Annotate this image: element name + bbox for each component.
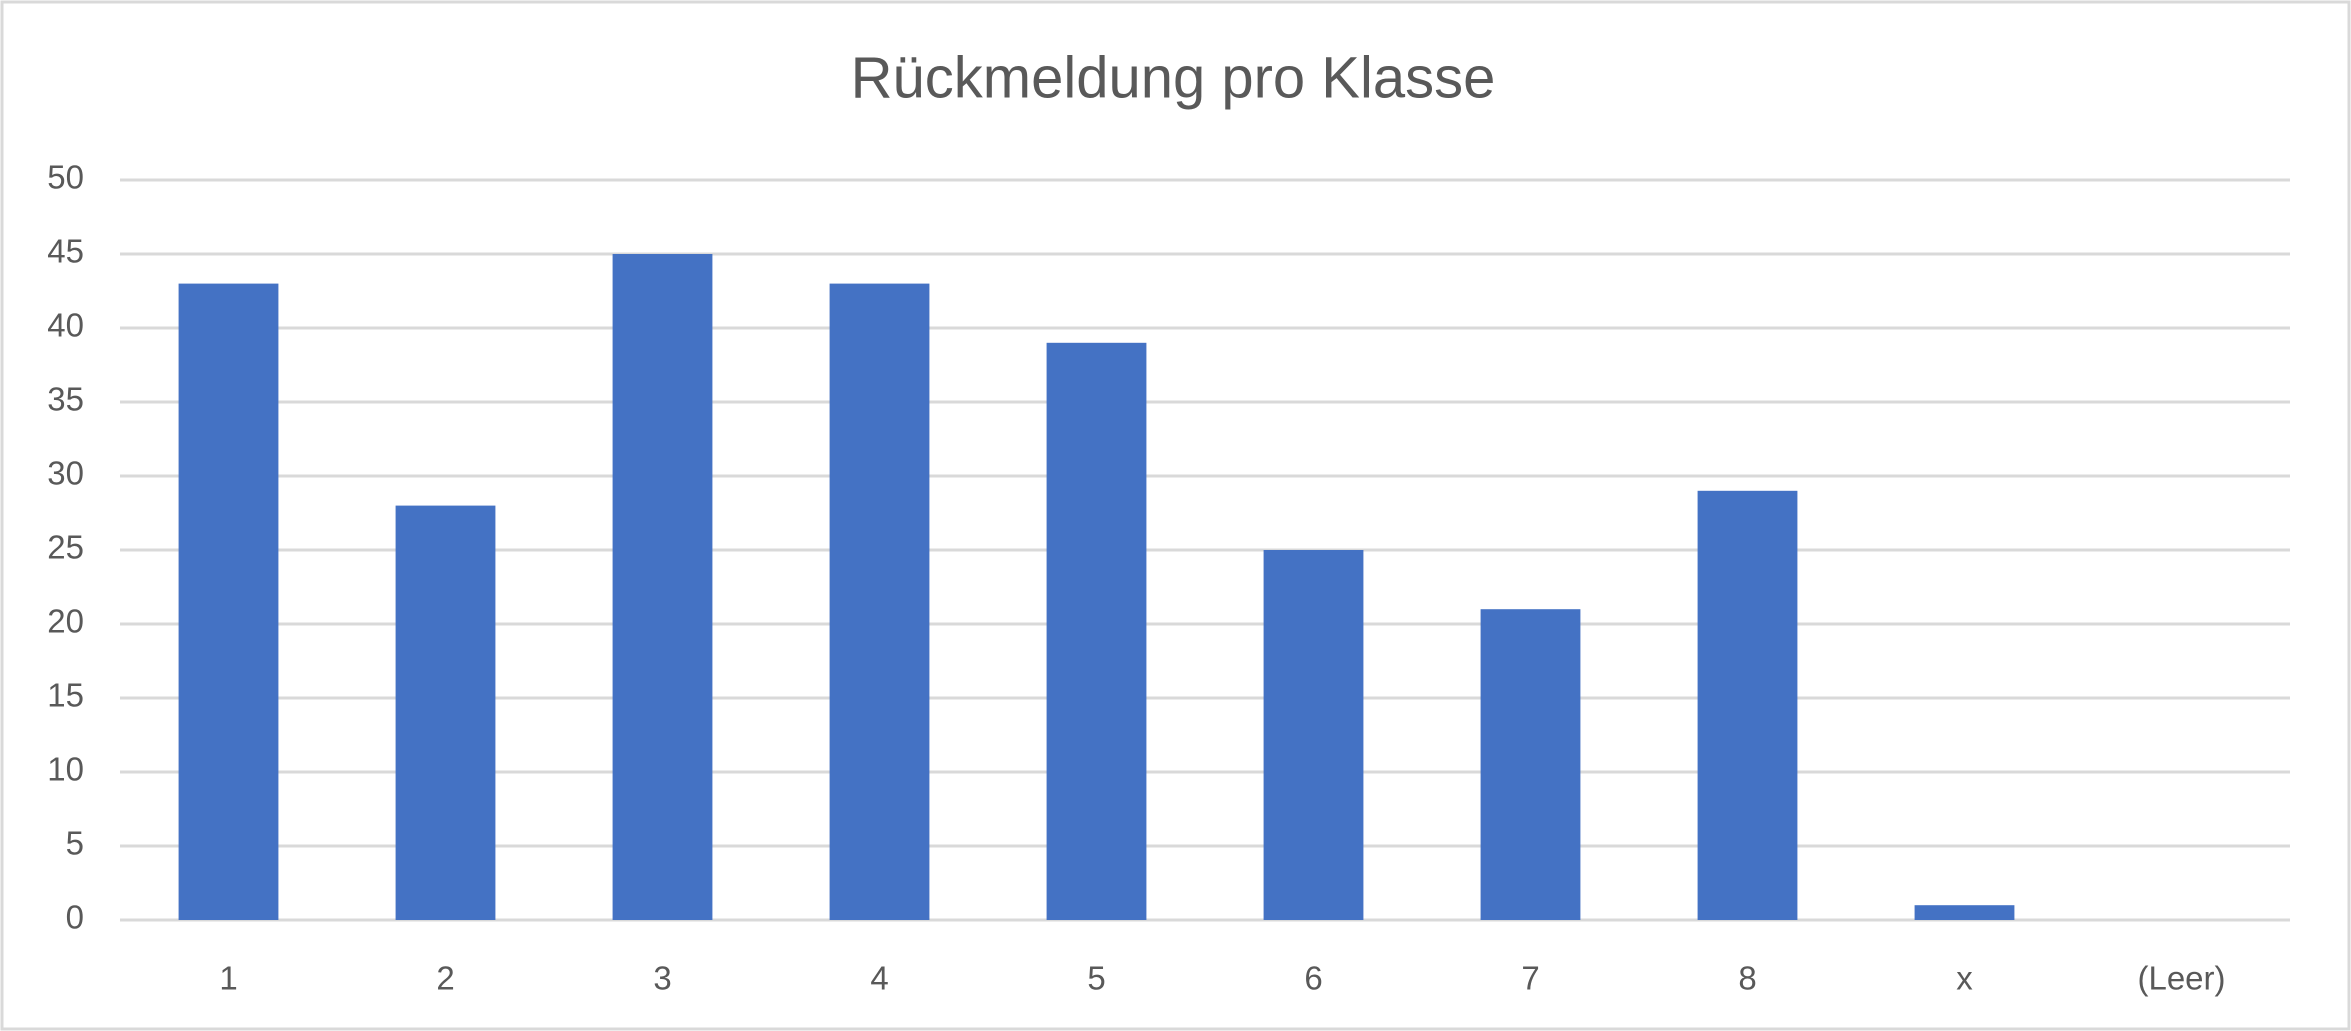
bar	[395, 505, 496, 920]
x-tick-label: (Leer)	[2137, 960, 2225, 997]
y-tick-label: 30	[47, 455, 84, 492]
x-tick-label: 5	[1087, 960, 1105, 997]
x-tick-label: 7	[1521, 960, 1539, 997]
y-tick-label: 50	[47, 159, 84, 196]
x-tick-label: 8	[1738, 960, 1756, 997]
x-tick-label: 1	[219, 960, 237, 997]
bar	[1914, 905, 2015, 920]
bar	[612, 254, 713, 920]
y-tick-label: 15	[47, 677, 84, 714]
y-tick-label: 45	[47, 233, 84, 270]
x-tick-label: x	[1956, 960, 1973, 997]
y-tick-label: 0	[66, 899, 84, 936]
bar	[1480, 609, 1581, 920]
x-tick-label: 3	[653, 960, 671, 997]
x-tick-label: 2	[436, 960, 454, 997]
y-tick-label: 40	[47, 307, 84, 344]
y-tick-label: 20	[47, 603, 84, 640]
x-tick-label: 4	[870, 960, 888, 997]
chart-title: Rückmeldung pro Klasse	[851, 45, 1496, 110]
bar	[829, 283, 930, 921]
y-tick-label: 35	[47, 381, 84, 418]
bar	[1046, 342, 1147, 920]
y-tick-label: 10	[47, 751, 84, 788]
bar	[1697, 490, 1798, 920]
bar	[1263, 550, 1364, 920]
y-tick-label: 5	[66, 825, 84, 862]
bar	[178, 283, 279, 921]
x-tick-label: 6	[1304, 960, 1322, 997]
y-tick-label: 25	[47, 529, 84, 566]
